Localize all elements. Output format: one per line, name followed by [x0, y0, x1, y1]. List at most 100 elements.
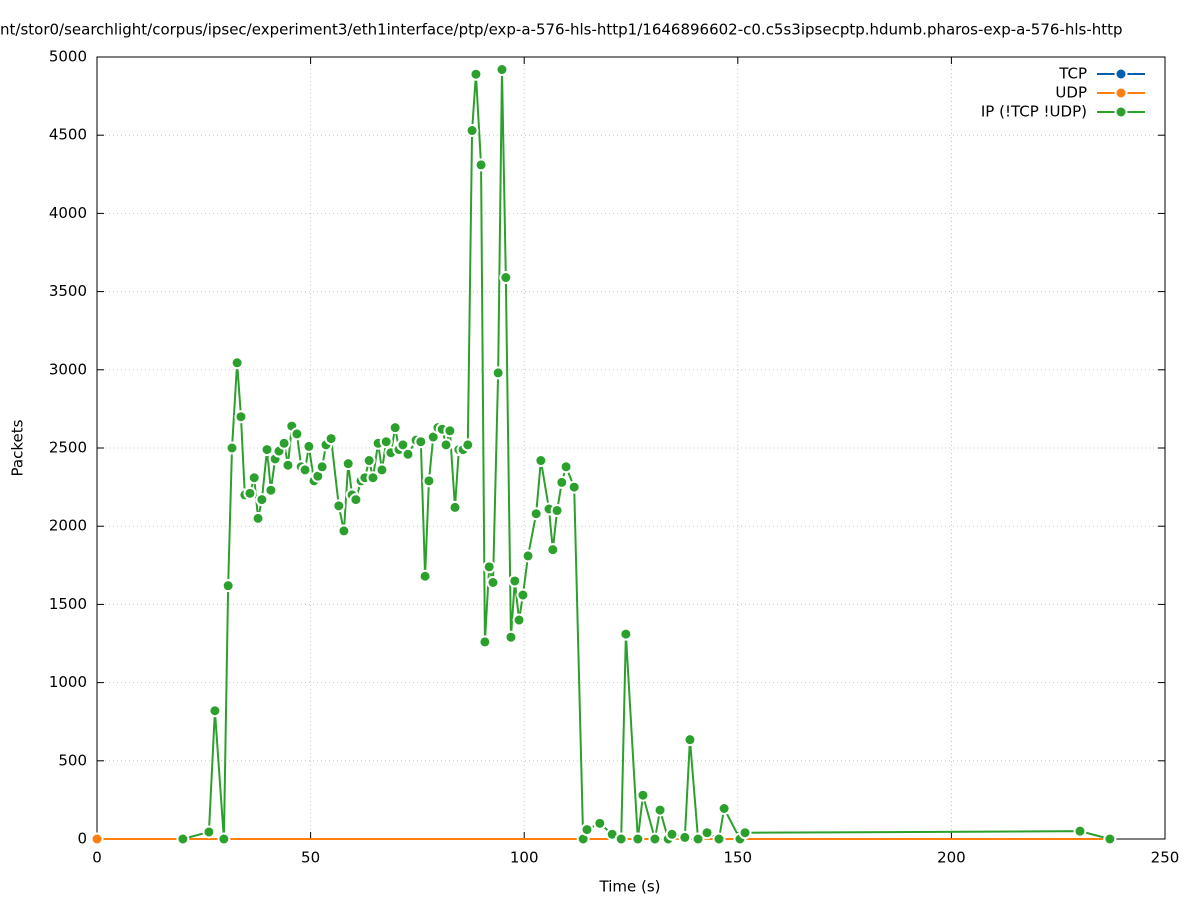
y-tick-label: 3500 — [49, 282, 87, 300]
y-tick-label: 0 — [77, 830, 87, 848]
legend-label: TCP — [1058, 65, 1087, 83]
series-line — [182, 69, 1111, 842]
data-point — [499, 271, 513, 285]
data-point — [448, 500, 462, 514]
data-point — [700, 826, 714, 840]
data-point — [443, 424, 457, 438]
data-point — [491, 366, 505, 380]
data-point — [648, 832, 662, 846]
data-point — [290, 427, 304, 441]
y-tick-label: 2500 — [49, 439, 87, 457]
data-point — [534, 454, 548, 468]
y-tick-label: 500 — [58, 751, 87, 769]
data-point — [225, 441, 239, 455]
x-tick-label: 100 — [510, 849, 539, 867]
legend-label: IP (!TCP !UDP) — [981, 103, 1087, 121]
data-point — [516, 588, 530, 602]
y-tick-label: 4500 — [49, 126, 87, 144]
data-point — [482, 560, 496, 574]
data-point — [401, 447, 415, 461]
data-point — [418, 569, 432, 583]
data-point — [217, 832, 231, 846]
data-point — [302, 439, 316, 453]
data-point — [691, 832, 705, 846]
legend-label: UDP — [1055, 84, 1087, 102]
data-point — [375, 463, 389, 477]
data-point — [461, 438, 475, 452]
data-point — [678, 830, 692, 844]
data-point — [379, 435, 393, 449]
data-point — [614, 832, 628, 846]
data-point — [512, 613, 526, 627]
data-point — [362, 454, 376, 468]
data-point — [332, 499, 346, 513]
data-point — [559, 460, 573, 474]
data-point — [243, 486, 257, 500]
data-point — [202, 825, 216, 839]
data-point — [255, 493, 269, 507]
x-tick-label: 0 — [92, 849, 102, 867]
y-axis-label: Packets — [9, 419, 27, 476]
legend-marker — [1114, 86, 1128, 100]
y-tick-label: 3000 — [49, 360, 87, 378]
data-point — [665, 827, 679, 841]
data-point — [738, 826, 752, 840]
x-tick-label: 200 — [937, 849, 966, 867]
y-tick-label: 1500 — [49, 595, 87, 613]
x-axis-label: Time (s) — [599, 878, 661, 896]
data-point — [298, 463, 312, 477]
x-tick-label: 150 — [723, 849, 752, 867]
data-point — [1103, 832, 1117, 846]
data-point — [366, 471, 380, 485]
data-point — [683, 733, 697, 747]
y-tick-label: 1000 — [49, 673, 87, 691]
data-point — [230, 356, 244, 370]
y-tick-label: 4000 — [49, 204, 87, 222]
data-point — [474, 158, 488, 172]
data-point — [529, 507, 543, 521]
data-point — [508, 574, 522, 588]
legend-marker — [1114, 67, 1128, 81]
data-point — [631, 832, 645, 846]
data-point — [422, 474, 436, 488]
data-point — [636, 788, 650, 802]
data-point — [90, 832, 104, 846]
legend-marker — [1114, 105, 1128, 119]
data-point — [546, 543, 560, 557]
data-point — [469, 67, 483, 81]
data-point — [315, 460, 329, 474]
data-point — [555, 475, 569, 489]
chart-title: nt/stor0/searchlight/corpus/ipsec/experi… — [0, 21, 1123, 39]
data-point — [341, 457, 355, 471]
y-tick-label: 5000 — [49, 48, 87, 66]
data-point — [337, 524, 351, 538]
data-point — [619, 627, 633, 641]
data-point — [247, 471, 261, 485]
data-point — [176, 832, 190, 846]
data-point — [717, 802, 731, 816]
data-point — [486, 576, 500, 590]
data-point — [653, 803, 667, 817]
data-point — [208, 704, 222, 718]
data-point — [504, 630, 518, 644]
data-point — [495, 63, 509, 77]
data-point — [277, 436, 291, 450]
data-point — [281, 458, 295, 472]
data-point — [349, 493, 363, 507]
data-point — [550, 504, 564, 518]
data-point — [465, 124, 479, 138]
data-point — [260, 443, 274, 457]
x-tick-label: 50 — [301, 849, 320, 867]
data-point — [567, 480, 581, 494]
data-point — [712, 832, 726, 846]
y-tick-label: 2000 — [49, 517, 87, 535]
data-point — [388, 421, 402, 435]
data-point — [264, 483, 278, 497]
data-point — [593, 816, 607, 830]
data-point — [251, 511, 265, 525]
data-point — [414, 435, 428, 449]
data-point — [521, 549, 535, 563]
data-point — [234, 410, 248, 424]
data-point — [439, 438, 453, 452]
